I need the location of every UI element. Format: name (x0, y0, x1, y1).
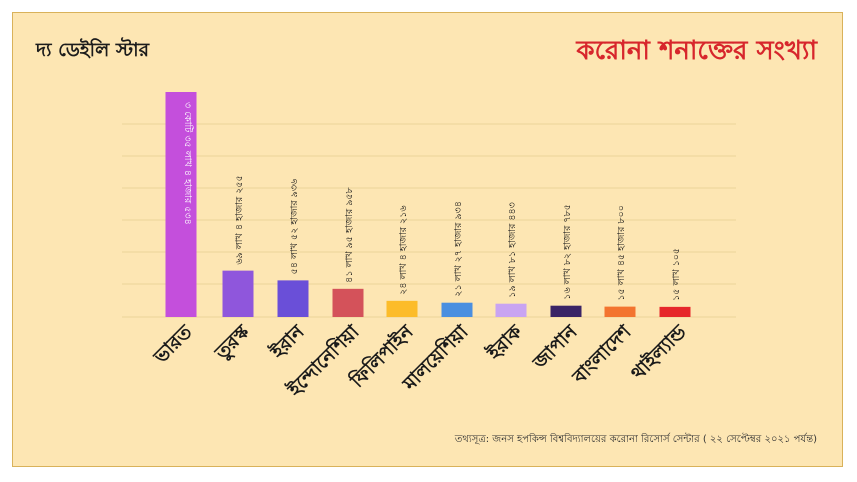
data-label: ২১ লাখ ২৭ হাজার ৯৩৪ (453, 201, 464, 297)
category-label: ভারত (149, 320, 197, 368)
bar (441, 302, 473, 317)
bar (222, 270, 254, 317)
data-label: ৫৪ লাখ ৫২ হাজার ৯৩৬ (289, 178, 300, 274)
category-label: থাইল্যান্ড (626, 320, 691, 385)
data-label: ১৬ লাখ ৮২ হাজার ৭৮৫ (562, 204, 573, 300)
category-label: ইরান (265, 320, 309, 364)
data-label: ৩ কোটি ৩৫ লাখ ৪ হাজার ৫৩৪ (182, 102, 195, 225)
bar (332, 288, 364, 317)
bar (495, 303, 527, 317)
bar (604, 306, 636, 317)
bar (165, 92, 197, 317)
bar (277, 280, 309, 317)
data-label: ১৯ লাখ ৮১ হাজার ৪৪৩ (507, 201, 518, 297)
data-label: ২৪ লাখ ৪ হাজার ২১৬ (398, 205, 409, 295)
bar (386, 300, 418, 317)
bar (659, 306, 691, 317)
bar (550, 305, 582, 317)
data-label: ১৫ লাখ ৪৫ হাজার ৮০০ (616, 205, 627, 301)
source-note: তথ্যসূত্র: জনস হপকিন্স বিশ্ববিদ্যালয়ের … (454, 434, 817, 445)
chart-panel (12, 12, 843, 467)
category-label: তুরস্ক (210, 320, 256, 366)
brand-logo: দ্য ডেইলি স্টার (36, 39, 150, 61)
chart-title: করোনা শনাক্তের সংখ্যা (576, 36, 817, 66)
data-label: ৬৯ লাখ ৪ হাজার ২৫৫ (234, 175, 245, 264)
data-label: ১৫ লাখ ১০৫ (671, 248, 682, 301)
category-label: ইরাক (482, 320, 527, 365)
data-label: ৪১ লাখ ৯৫ হাজার ৯৫৮ (344, 186, 355, 282)
category-label: বাংলাদেশ (568, 320, 636, 388)
